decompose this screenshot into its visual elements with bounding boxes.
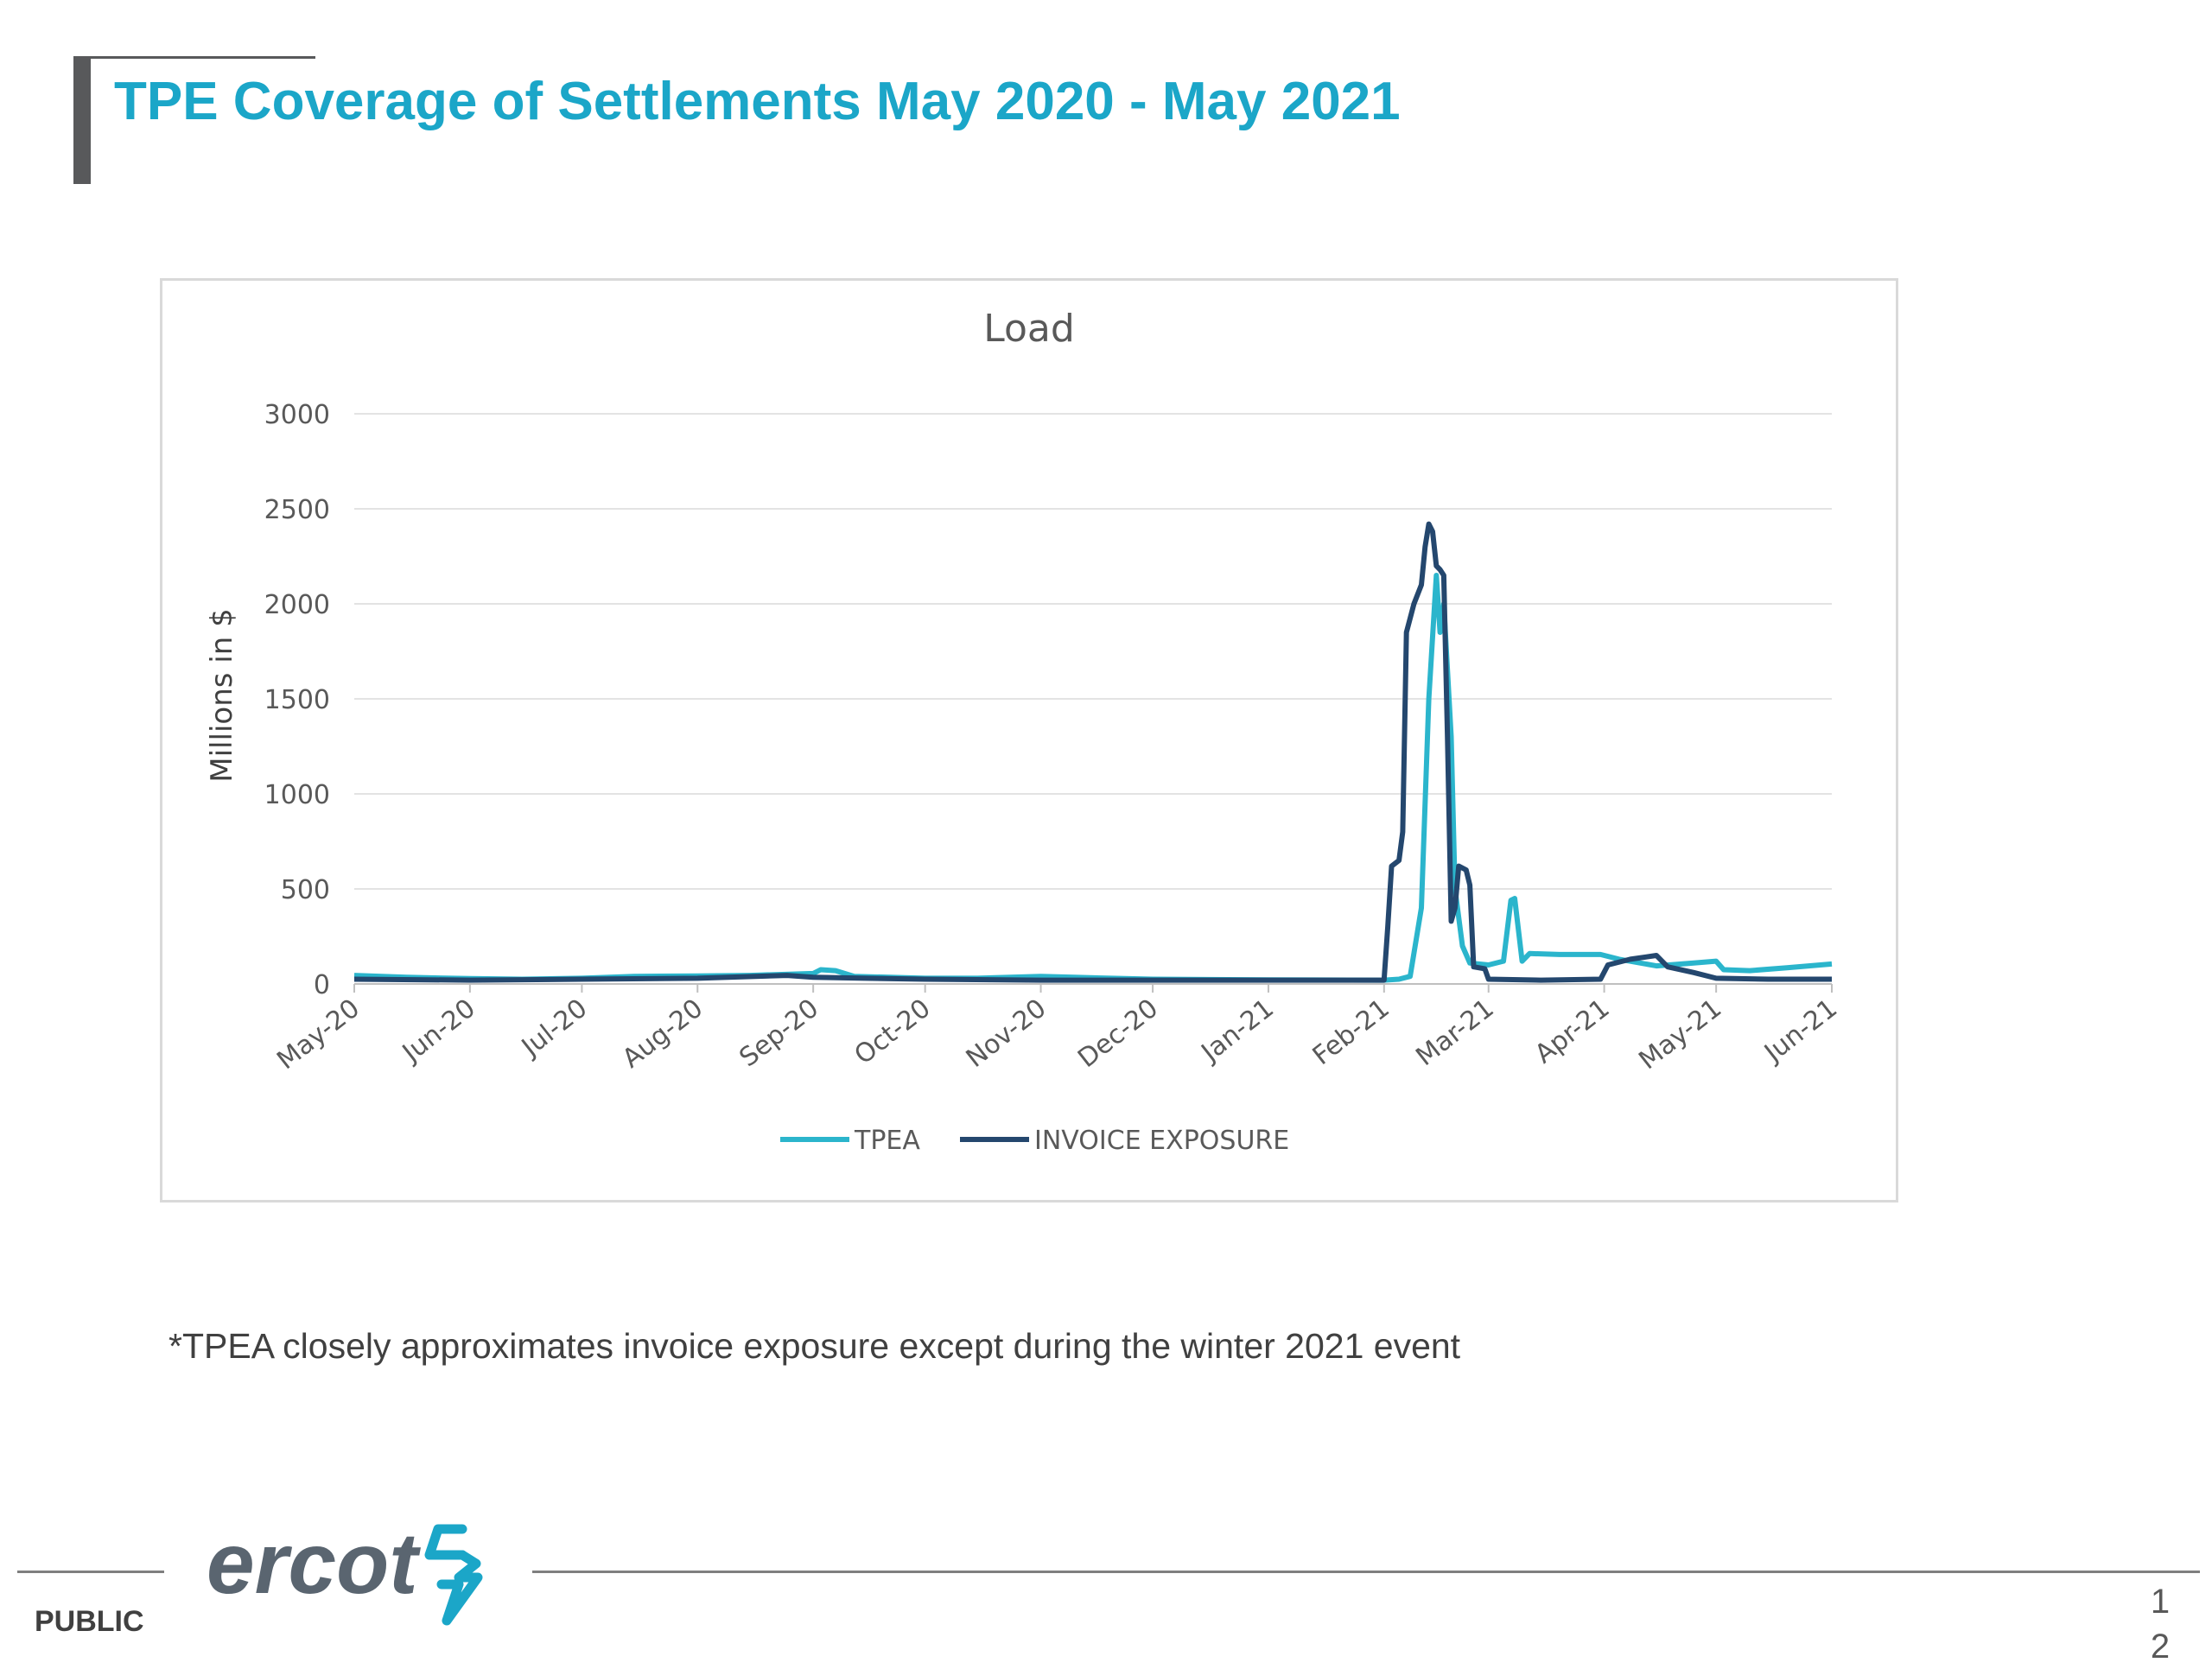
- classification-label: PUBLIC: [35, 1605, 144, 1638]
- page-number-line2: 2: [2150, 1628, 2171, 1666]
- x-tick-label: Dec-20: [1072, 993, 1164, 1074]
- x-tick-label: Nov-20: [961, 993, 1052, 1074]
- x-tick-label: Feb-21: [1307, 993, 1395, 1071]
- chart-frame: Load Millions in $ 0 500 1000 1500 2000 2500 3…: [160, 278, 1898, 1203]
- x-tick-labels: May-20 Jun-20 Jul-20 Aug-20 Sep-20 Oct-20 Nov-…: [271, 984, 1843, 1076]
- y-tick-label: 2500: [264, 495, 330, 525]
- y-tick-label: 1500: [264, 685, 330, 715]
- x-tick-label: Jul-20: [515, 993, 593, 1063]
- footer-rule-left: [17, 1571, 164, 1573]
- y-tick-label: 500: [281, 875, 330, 905]
- load-chart: Load Millions in $ 0 500 1000 1500 2000 2500 3…: [205, 307, 1843, 1156]
- y-tick-labels: 0 500 1000 1500 2000 2500 3000: [264, 400, 330, 1000]
- title-rule: [73, 56, 315, 59]
- series-line-invoice-exposure: [353, 521, 1832, 983]
- legend-label: INVOICE EXPOSURE: [1034, 1126, 1289, 1156]
- x-tick-label: Sep-20: [734, 993, 824, 1074]
- chart-title: Load: [983, 307, 1075, 351]
- x-tick-label: May-20: [271, 993, 365, 1076]
- y-tick-label: 1000: [264, 780, 330, 810]
- legend-label: TPEA: [854, 1126, 920, 1156]
- x-tick-label: Jan-21: [1195, 993, 1280, 1069]
- series-line-tpea: [353, 573, 1833, 983]
- x-tick-label: Jun-20: [396, 993, 481, 1069]
- y-tick-label: 0: [314, 970, 330, 1000]
- x-tick-label: Jun-21: [1758, 993, 1843, 1069]
- footnote: *TPEA closely approximates invoice expos…: [168, 1326, 1461, 1366]
- y-tick-label: 3000: [264, 400, 330, 430]
- logo-bolt-icon: [424, 1524, 483, 1626]
- page-number-line1: 1: [2150, 1583, 2171, 1621]
- page-number: 1 2: [2134, 1579, 2186, 1669]
- logo-wordmark: ercot: [207, 1515, 421, 1612]
- title-accent-bar: [73, 56, 91, 184]
- y-axis-label: Millions in $: [205, 608, 239, 782]
- x-tick-label: Apr-21: [1529, 993, 1616, 1070]
- x-tick-label: Aug-20: [617, 993, 709, 1075]
- x-tick-label: Mar-21: [1410, 993, 1499, 1072]
- footer-rule-right: [532, 1571, 2200, 1573]
- x-tick-label: May-21: [1633, 993, 1727, 1076]
- y-tick-label: 2000: [264, 590, 330, 620]
- gridlines: [354, 413, 1832, 985]
- ercot-logo: ercot: [207, 1515, 483, 1626]
- slide-title: TPE Coverage of Settlements May 2020 - M…: [114, 72, 1401, 131]
- legend: TPEA INVOICE EXPOSURE: [780, 1126, 1289, 1156]
- x-tick-label: Oct-20: [849, 993, 937, 1071]
- series-lines: [353, 521, 1833, 983]
